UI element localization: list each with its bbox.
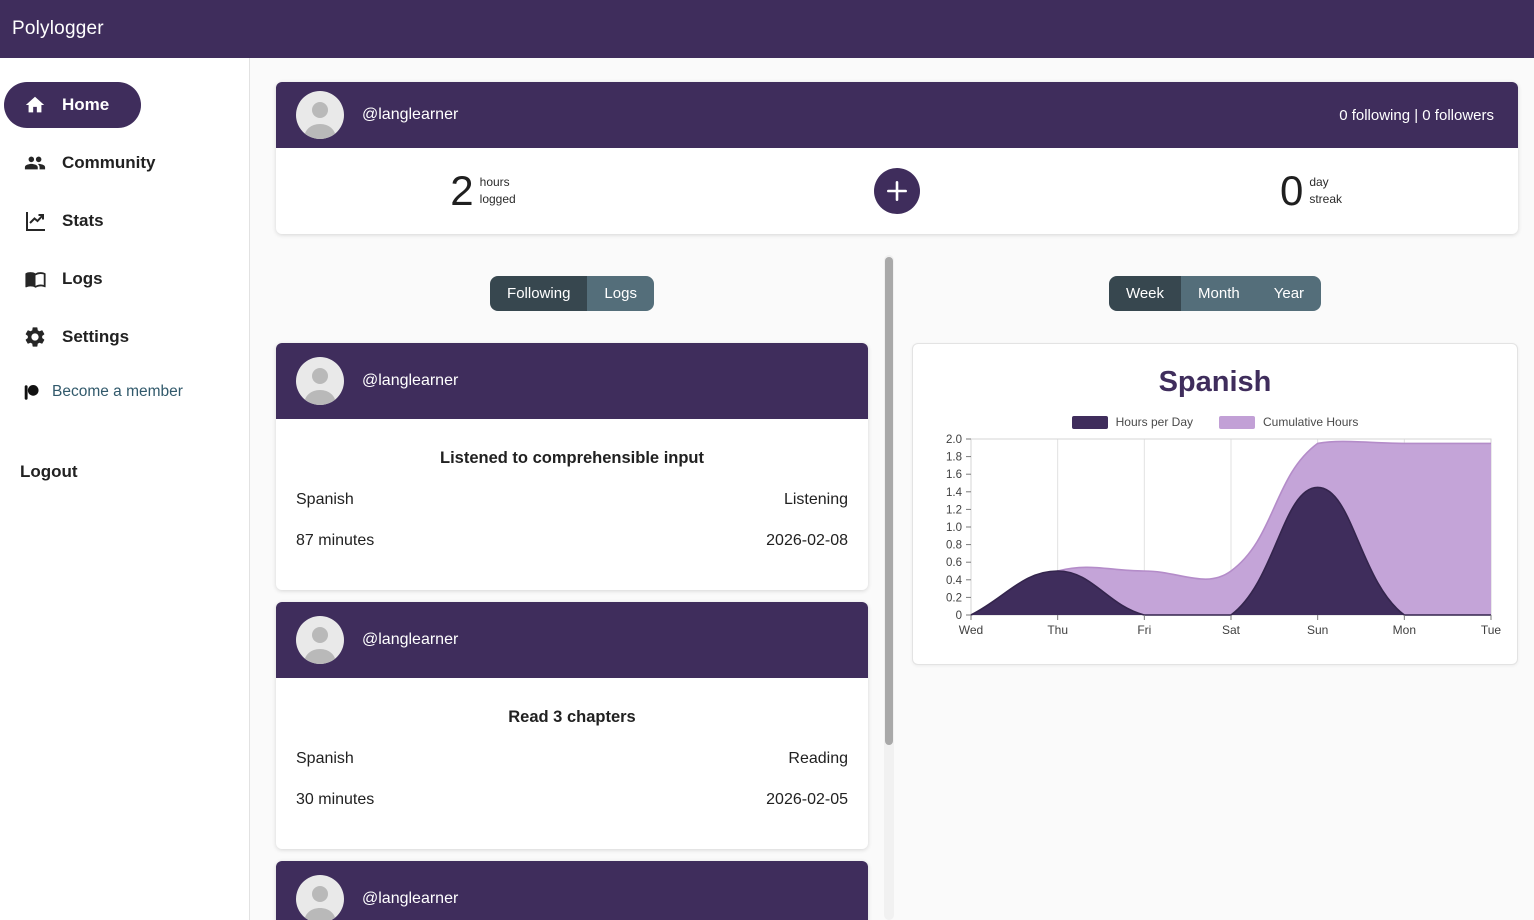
log-language: Spanish [296,491,354,508]
tab-year[interactable]: Year [1256,276,1322,311]
profile-handle[interactable]: @langlearner [362,106,459,123]
log-card[interactable]: @langlearner Watched youtube videos [276,861,868,920]
legend-swatch-dark [1071,415,1108,429]
range-tabs: Week Month Year [1108,276,1322,311]
sidebar-item-home[interactable]: Home [4,82,141,128]
svg-text:Thu: Thu [1047,623,1068,637]
sidebar: Home Community Stats Logs [0,58,250,920]
profile-stats-row: 2 hours logged 0 day [276,148,1518,234]
top-navbar: Polylogger [0,0,1534,58]
log-card-header: @langlearner [276,343,868,419]
hours-logged-stat: 2 hours logged [450,167,516,214]
sidebar-item-logs[interactable]: Logs [4,256,245,302]
add-log-button[interactable] [874,168,920,214]
tab-logs[interactable]: Logs [587,276,654,311]
main-content: @langlearner 0 following | 0 followers 2… [250,58,1534,920]
svg-text:1.6: 1.6 [946,469,962,481]
svg-text:Wed: Wed [959,623,983,637]
sidebar-item-label: Stats [62,211,104,230]
log-card-header: @langlearner [276,861,868,920]
avatar [296,357,344,405]
profile-header: @langlearner 0 following | 0 followers [276,82,1518,148]
sidebar-item-label: Community [62,153,156,172]
chart-title: Spanish [1158,366,1272,398]
log-date: 2026-02-08 [766,532,848,549]
avatar [296,616,344,664]
avatar-icon [304,102,336,139]
svg-text:0.2: 0.2 [946,592,962,604]
log-card[interactable]: @langlearner Listened to comprehensible … [276,343,868,590]
log-duration: 87 minutes [296,532,375,549]
member-icon [22,380,40,404]
tab-month[interactable]: Month [1181,276,1257,311]
svg-text:1.4: 1.4 [946,487,963,499]
settings-icon [22,325,48,349]
svg-text:Sun: Sun [1307,623,1328,637]
svg-text:0.6: 0.6 [946,557,962,569]
home-icon [22,93,48,117]
feed-scrollbar[interactable] [884,255,894,920]
feed-tabs: Following Logs [490,276,654,311]
hours-logged-value: 2 [450,167,474,214]
tab-week[interactable]: Week [1108,276,1182,311]
sidebar-item-label: Home [62,95,110,114]
log-card-header: @langlearner [276,602,868,678]
sidebar-item-settings[interactable]: Settings [4,314,245,360]
become-member-label: Become a member [52,383,183,400]
feed-column: Following Logs @langlearner Listened to … [276,255,868,920]
language-chart-card: Spanish Hours per Day Cumulative Hours 0… [912,343,1518,665]
sidebar-item-community[interactable]: Community [4,140,245,186]
svg-text:0.8: 0.8 [946,540,962,552]
log-author-handle[interactable]: @langlearner [362,631,459,648]
log-card[interactable]: @langlearner Read 3 chapters Spanish Rea… [276,602,868,849]
svg-text:Mon: Mon [1393,623,1416,637]
day-streak-label: day [1309,174,1329,189]
hours-logged-label: hours [479,174,510,189]
logs-icon [22,267,48,291]
become-member-link[interactable]: Become a member [0,366,249,404]
log-duration: 30 minutes [296,791,375,808]
svg-text:1.2: 1.2 [946,504,962,516]
log-activity: Reading [788,750,848,767]
avatar [296,875,344,920]
feed-scrollbar-thumb[interactable] [885,257,893,745]
profile-summary-card: @langlearner 0 following | 0 followers 2… [276,82,1518,234]
sidebar-item-label: Logs [62,269,103,288]
hours-area-chart[interactable]: 0 0.2 0.4 0.6 0.8 1.0 1.2 1.4 1.6 1.8 2.0 Wed Thu Fri… [929,431,1501,643]
logout-button[interactable]: Logout [20,462,78,481]
legend-hours-per-day[interactable]: Hours per Day [1071,415,1193,429]
svg-text:1.8: 1.8 [946,452,962,464]
log-date: 2026-02-05 [766,791,848,808]
day-streak-stat: 0 day streak [1279,167,1343,214]
log-author-handle[interactable]: @langlearner [362,372,459,389]
stats-icon [22,209,48,233]
svg-text:Tue: Tue [1481,623,1501,637]
day-streak-value: 0 [1279,167,1304,214]
log-activity: Listening [783,491,848,508]
chart-legend: Hours per Day Cumulative Hours [929,415,1501,429]
sidebar-item-label: Settings [62,327,130,346]
svg-text:0.4: 0.4 [946,575,963,587]
log-language: Spanish [296,750,354,767]
avatar [296,91,344,139]
svg-text:0: 0 [956,610,962,622]
legend-cumulative-hours[interactable]: Cumulative Hours [1219,415,1358,429]
svg-text:Fri: Fri [1137,623,1151,637]
svg-text:Sat: Sat [1222,623,1241,637]
sidebar-item-stats[interactable]: Stats [4,198,245,244]
tab-following[interactable]: Following [490,276,588,311]
add-log-icon [887,181,907,201]
follow-summary[interactable]: 0 following | 0 followers [1339,106,1494,124]
svg-text:2.0: 2.0 [946,434,962,446]
log-author-handle[interactable]: @langlearner [362,890,459,907]
app-title: Polylogger [12,18,104,39]
svg-text:1.0: 1.0 [946,522,962,534]
log-title: Listened to comprehensible input [439,449,705,467]
chart-column: Week Month Year Spanish Hours per Day [912,255,1518,920]
log-title: Read 3 chapters [508,708,636,726]
community-icon [22,151,48,175]
legend-swatch-light [1219,415,1255,429]
